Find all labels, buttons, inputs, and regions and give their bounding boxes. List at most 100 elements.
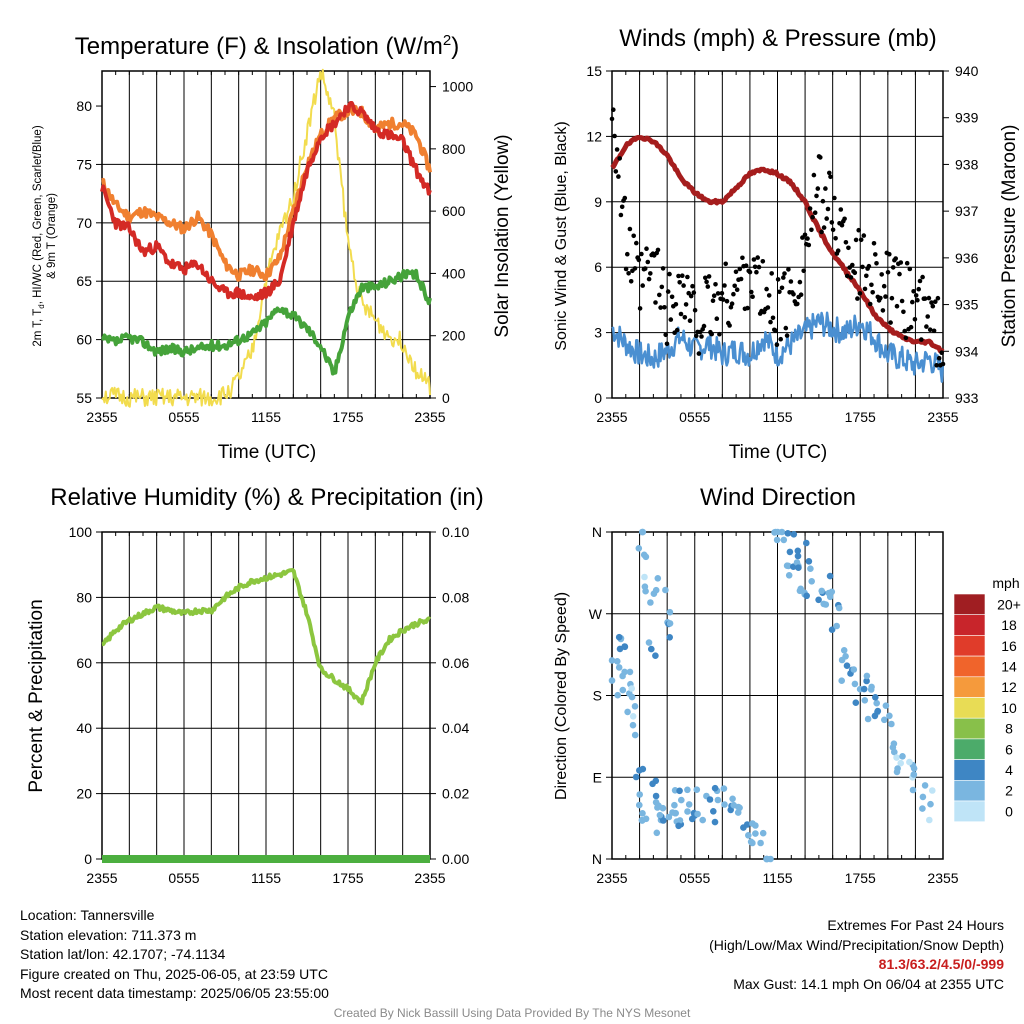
gust-point [663,332,668,338]
gust-point [935,295,941,301]
direction-point [893,754,900,761]
direction-point [666,620,674,627]
gust-point [634,240,639,246]
colorbar-label: 12 [1001,679,1017,695]
gust-point [901,309,906,315]
direction-point [822,601,830,608]
x-tick-label: 1755 [845,870,876,886]
gust-point [688,293,694,299]
direction-point [642,553,650,561]
gust-point [919,337,924,342]
direction-point [840,647,848,654]
colorbar-label: 18 [1001,617,1017,633]
gust-point [858,237,864,243]
gust-point [848,275,854,280]
gust-point [818,155,823,160]
y-tick-label: 80 [76,589,92,605]
gust-point [911,289,916,294]
gust-point [820,198,826,204]
gust-point [754,269,759,275]
gust-point [890,265,896,270]
gust-point [622,195,628,201]
gust-point [784,333,790,338]
gust-point [931,328,937,334]
gust-point [713,282,718,287]
y-tick-label: S [593,688,602,704]
direction-point [843,662,851,669]
gust-point [883,294,888,299]
gust-point [798,292,804,298]
gust-point [722,283,727,288]
extremes-values: 81.3/63.2/4.5/0/-999 [878,956,1004,972]
direction-point [678,796,685,804]
gust-point [745,305,750,311]
x-tick-label: 2355 [596,870,627,886]
gust-point [860,264,865,270]
direction-point [899,753,906,760]
y-tick-label: 15 [586,63,602,79]
gust-point [829,220,835,225]
x-tick-label: 1155 [251,870,281,886]
gust-point [925,314,930,319]
direction-point [652,586,660,594]
gust-point [637,306,643,311]
colorbar-segment [953,655,986,678]
y2-tick-label: 0 [442,390,450,406]
direction-point [873,699,880,707]
direction-point [628,685,635,692]
direction-point [860,685,868,693]
direction-point [684,808,691,815]
direction-point [632,773,640,781]
gust-point [825,206,831,212]
y-tick-label: 12 [586,128,602,144]
direction-point [790,531,798,538]
direction-point [773,536,781,544]
gust-point [812,210,818,215]
direction-point [729,795,736,803]
y-tick-label: 75 [76,156,92,172]
direction-ylabel-left: Direction (Colored By Speed) [553,592,570,800]
gust-point [774,342,780,348]
gust-point [657,292,662,298]
humidity-series-line [101,568,432,706]
gust-point [676,273,681,279]
y-tick-label: E [593,769,602,785]
x-tick-label: 2355 [86,870,117,886]
gust-point [667,271,672,277]
direction-point [826,572,834,580]
x-tick-label: 1155 [762,870,792,886]
direction-point [828,626,836,633]
direction-point [628,693,636,701]
direction-point [784,530,792,537]
direction-point [771,529,778,536]
y-tick-label: 0 [594,390,602,406]
direction-point [699,816,706,824]
gust-point [705,284,711,289]
temperature-ylabel-left: 2m T, Td, HI/WC (Red, Green, Scarlet/Blu… [32,125,46,346]
gust-point [691,290,697,295]
direction-title: Wind Direction [700,484,856,511]
y-tick-label: N [592,851,602,867]
gust-point [827,170,832,176]
gust-point [743,263,749,269]
x-tick-label: 2355 [927,409,958,425]
station-elevation: Station elevation: 711.373 m [20,926,197,943]
colorbar-segment [953,676,986,698]
direction-point [805,558,813,565]
gust-point [933,299,938,305]
direction-point [721,801,728,808]
direction-point [685,801,693,808]
x-tick-label: 2355 [86,409,117,425]
humidity-title: Relative Humidity (%) & Precipitation (i… [50,484,483,511]
temperature-ylabel-right: Solar Insolation (Yellow) [492,134,513,337]
gust-point [674,327,680,333]
colorbar-label: 2 [1005,783,1013,799]
colorbar-segment [953,593,986,616]
gust-point [889,295,895,301]
gust-point [824,216,829,221]
gust-point [924,324,929,329]
gust-point [899,298,905,304]
credit-line: Created By Nick Bassill Using Data Provi… [333,1006,691,1020]
x-tick-label: 0555 [679,409,710,425]
